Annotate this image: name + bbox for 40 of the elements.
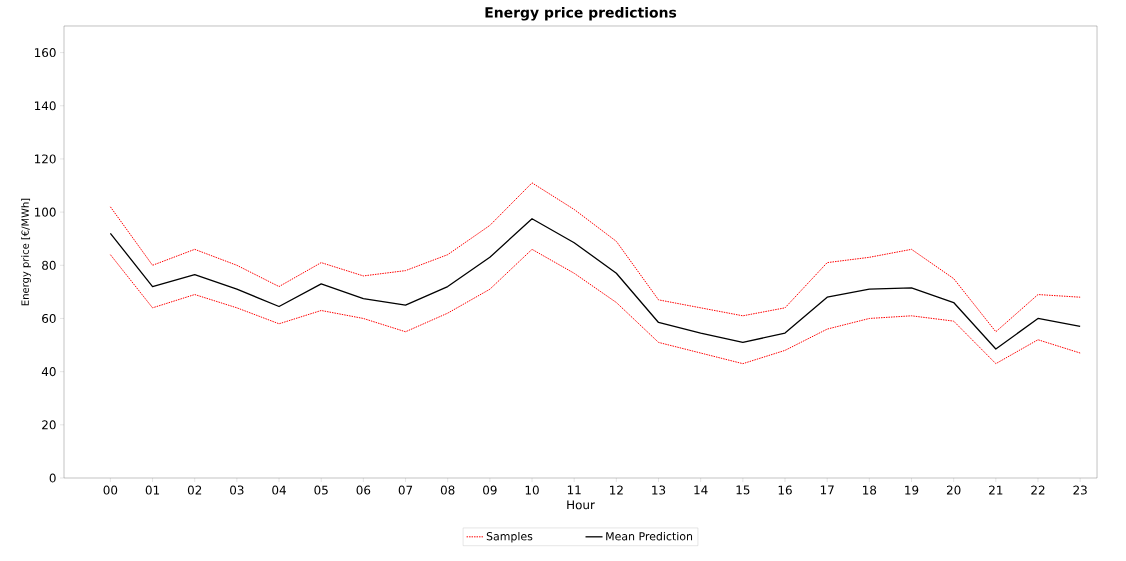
x-tick-label: 09 [483, 485, 497, 495]
x-tick-label: 21 [989, 485, 1003, 495]
y-tick-label: 80 [42, 260, 56, 270]
y-tick-label: 140 [34, 101, 56, 111]
x-tick-label: 15 [736, 485, 750, 495]
y-axis-title: Energy price [€/MWh] [21, 198, 31, 306]
x-tick-label: 17 [820, 485, 834, 495]
y-tick-label: 100 [34, 207, 56, 217]
y-tick-label: 60 [42, 313, 56, 323]
x-tick-label: 18 [863, 485, 877, 495]
x-tick-label: 07 [398, 485, 413, 495]
line-series [109, 248, 1081, 365]
x-tick-label: 22 [1031, 485, 1045, 495]
x-tick-label: 06 [356, 485, 371, 495]
x-tick-label: 04 [272, 485, 286, 495]
x-axis-title: Hour [567, 500, 595, 510]
x-tick-label: 05 [314, 485, 328, 495]
x-tick-label: 08 [440, 485, 455, 495]
x-tick-label: 01 [145, 485, 160, 495]
x-tick-label: 14 [694, 485, 708, 495]
x-tick-label: 13 [652, 485, 666, 495]
x-tick-label: 19 [905, 485, 919, 495]
x-tick-label: 12 [610, 485, 623, 495]
x-tick-label: 11 [567, 485, 581, 495]
y-tick-label: 20 [42, 420, 56, 430]
x-tick-label: 02 [187, 485, 202, 495]
x-tick-label: 20 [946, 485, 961, 495]
legend-label: Mean Prediction [606, 531, 693, 541]
line-series [109, 218, 1081, 350]
y-tick-label: 40 [41, 367, 56, 377]
y-tick-label: 120 [34, 154, 56, 164]
y-tick-label: 0 [49, 473, 56, 483]
chart-title: Energy price predictions [485, 6, 677, 21]
x-tick-label: 23 [1073, 485, 1087, 495]
x-tick-label: 00 [103, 485, 118, 495]
y-tick-label: 160 [34, 48, 56, 58]
x-tick-label: 10 [525, 485, 539, 495]
x-tick-label: 03 [230, 485, 244, 495]
legend-label: Samples [486, 531, 533, 543]
x-tick-label: 16 [778, 485, 792, 495]
